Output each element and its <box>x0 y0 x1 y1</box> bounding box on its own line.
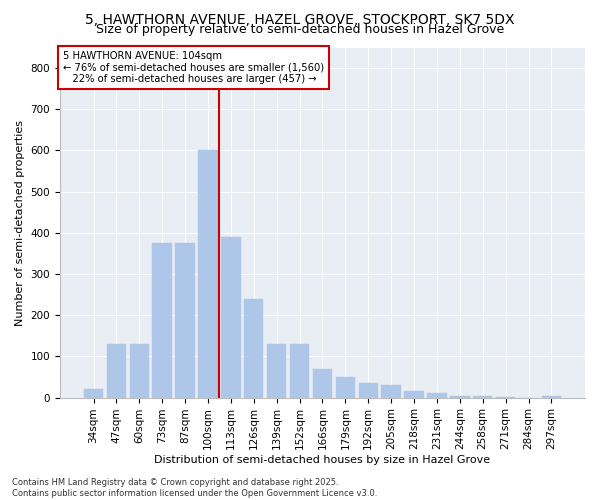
Bar <box>175 243 195 398</box>
Text: Contains HM Land Registry data © Crown copyright and database right 2025.
Contai: Contains HM Land Registry data © Crown c… <box>12 478 377 498</box>
Bar <box>404 392 424 398</box>
Bar <box>473 396 493 398</box>
X-axis label: Distribution of semi-detached houses by size in Hazel Grove: Distribution of semi-detached houses by … <box>154 455 491 465</box>
Text: Size of property relative to semi-detached houses in Hazel Grove: Size of property relative to semi-detach… <box>96 22 504 36</box>
Bar <box>427 394 446 398</box>
Bar <box>130 344 149 398</box>
Y-axis label: Number of semi-detached properties: Number of semi-detached properties <box>15 120 25 326</box>
Bar <box>335 377 355 398</box>
Text: 5, HAWTHORN AVENUE, HAZEL GROVE, STOCKPORT, SK7 5DX: 5, HAWTHORN AVENUE, HAZEL GROVE, STOCKPO… <box>85 12 515 26</box>
Bar <box>107 344 126 398</box>
Bar <box>290 344 309 398</box>
Bar <box>382 385 401 398</box>
Bar <box>313 369 332 398</box>
Bar <box>496 397 515 398</box>
Bar <box>450 396 470 398</box>
Text: 5 HAWTHORN AVENUE: 104sqm
← 76% of semi-detached houses are smaller (1,560)
   2: 5 HAWTHORN AVENUE: 104sqm ← 76% of semi-… <box>62 51 323 84</box>
Bar <box>152 243 172 398</box>
Bar <box>244 298 263 398</box>
Bar <box>221 237 241 398</box>
Bar <box>198 150 218 398</box>
Bar <box>84 390 103 398</box>
Bar <box>542 396 561 398</box>
Bar <box>359 383 378 398</box>
Bar <box>267 344 286 398</box>
